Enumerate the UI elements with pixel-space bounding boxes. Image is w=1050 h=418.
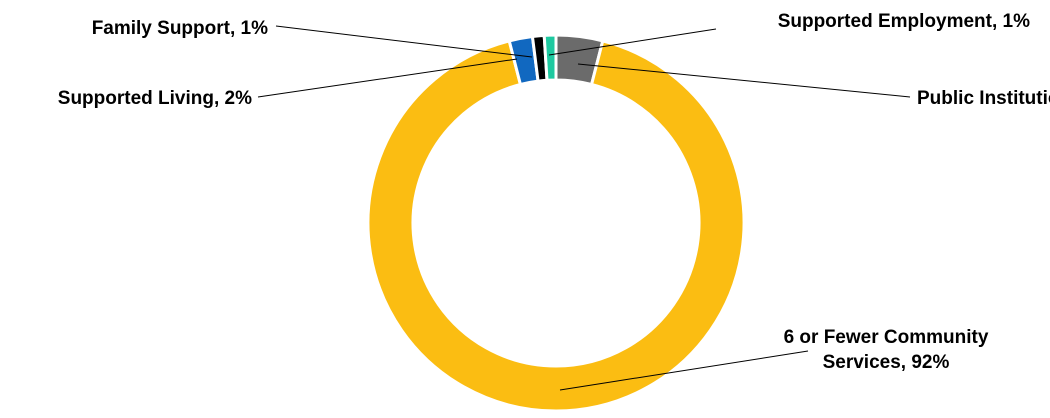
data-label-public-institution: Public Institution, 4% [917, 88, 1050, 109]
leader-line-supported-employment [548, 28, 717, 56]
leader-line-6-or-fewer-community-services [559, 350, 809, 391]
leader-line-public-institution [577, 63, 911, 98]
donut-slice-supported-employment [542, 33, 558, 82]
leader-line-family-support [275, 25, 533, 58]
donut-slice-6-or-fewer-community-services [366, 39, 746, 413]
data-label-family-support: Family Support, 1% [92, 18, 268, 39]
data-label-supported-employment: Supported Employment, 1% [778, 11, 1030, 32]
leader-line-supported-living [257, 58, 518, 98]
data-label-supported-living: Supported Living, 2% [58, 88, 252, 109]
data-label-6-or-fewer-community-services: 6 or Fewer Community Services, 92% [784, 327, 989, 373]
